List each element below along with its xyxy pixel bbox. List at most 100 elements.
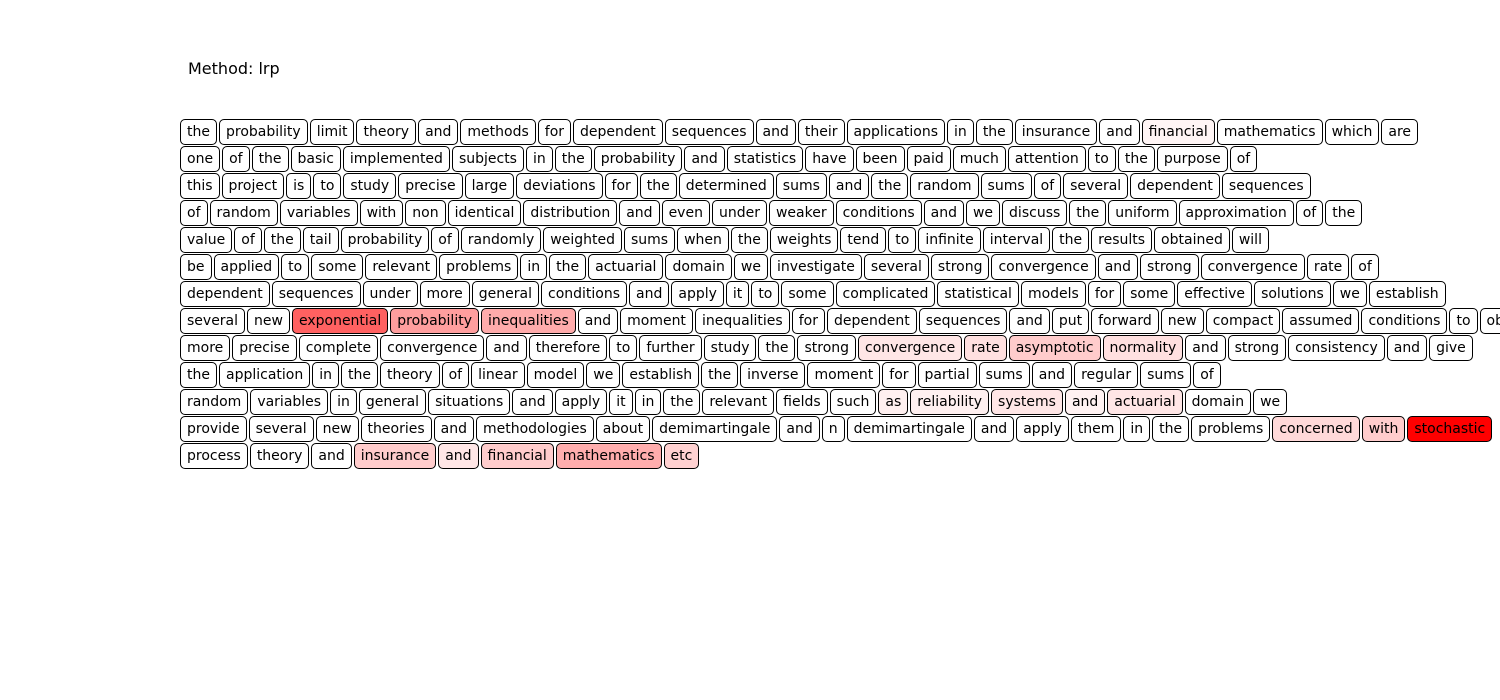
token: and	[512, 389, 552, 415]
token: and	[779, 416, 819, 442]
token: statistics	[727, 146, 803, 172]
token: convergence	[991, 254, 1095, 280]
token: the	[1152, 416, 1189, 442]
token: financial	[1142, 119, 1215, 145]
token: even	[662, 200, 710, 226]
token: moment	[807, 362, 880, 388]
token: dependent	[827, 308, 917, 334]
token: when	[677, 227, 729, 253]
token: problems	[439, 254, 518, 280]
token: financial	[481, 443, 554, 469]
token: project	[222, 173, 285, 199]
token: the	[640, 173, 677, 199]
token: precise	[398, 173, 462, 199]
token: the	[871, 173, 908, 199]
token: conditions	[1361, 308, 1447, 334]
token-row: several new exponential probability inequali…	[180, 308, 1500, 335]
token: applications	[847, 119, 946, 145]
token: solutions	[1254, 281, 1331, 307]
method-title: Method: lrp	[188, 59, 280, 78]
token: in	[1123, 416, 1150, 442]
token: new	[1161, 308, 1204, 334]
token: and	[486, 335, 526, 361]
token: and	[434, 416, 474, 442]
token: subjects	[452, 146, 524, 172]
token: sequences	[665, 119, 754, 145]
token: weaker	[769, 200, 834, 226]
token: the	[976, 119, 1013, 145]
token: to	[751, 281, 779, 307]
token: have	[805, 146, 853, 172]
token: as	[878, 389, 908, 415]
token: convergence	[380, 335, 484, 361]
token: their	[798, 119, 845, 145]
token-row: one of the basic implemented subjects in the pro…	[180, 146, 1500, 173]
token: the	[731, 227, 768, 253]
token: sums	[979, 362, 1030, 388]
token: several	[864, 254, 929, 280]
token: probability	[594, 146, 683, 172]
token: sums	[624, 227, 675, 253]
token: the	[264, 227, 301, 253]
token: of	[1230, 146, 1258, 172]
token: some	[781, 281, 833, 307]
token: apply	[671, 281, 724, 307]
token: normality	[1103, 335, 1184, 361]
token-row: provide several new theories and methodologie…	[180, 416, 1500, 443]
token: for	[605, 173, 638, 199]
token-row: dependent sequences under more general condit…	[180, 281, 1500, 308]
token: with	[1362, 416, 1406, 442]
token: obtain	[1480, 308, 1500, 334]
token: more	[420, 281, 470, 307]
token: convergence	[858, 335, 962, 361]
token: give	[1429, 335, 1473, 361]
token: rate	[964, 335, 1006, 361]
token: in	[330, 389, 357, 415]
token: probability	[219, 119, 308, 145]
token: of	[431, 227, 459, 253]
token: attention	[1008, 146, 1086, 172]
token: sequences	[1222, 173, 1311, 199]
token: and	[1387, 335, 1427, 361]
token: inverse	[740, 362, 805, 388]
token: of	[1351, 254, 1379, 280]
token: uniform	[1108, 200, 1176, 226]
token: limit	[310, 119, 355, 145]
token: and	[924, 200, 964, 226]
token: the	[1069, 200, 1106, 226]
token: situations	[428, 389, 510, 415]
token: to	[609, 335, 637, 361]
token: we	[1333, 281, 1367, 307]
token: provide	[180, 416, 247, 442]
token: etc	[664, 443, 700, 469]
token-row: of random variables with non identical distrib…	[180, 200, 1500, 227]
token: theory	[356, 119, 416, 145]
token: establish	[1369, 281, 1446, 307]
token: therefore	[529, 335, 608, 361]
token: more	[180, 335, 230, 361]
token-row: this project is to study precise large deviatio…	[180, 173, 1500, 200]
token: interval	[983, 227, 1050, 253]
token: deviations	[516, 173, 602, 199]
token: of	[1034, 173, 1062, 199]
token: apply	[1016, 416, 1069, 442]
token: to	[888, 227, 916, 253]
token: for	[882, 362, 915, 388]
token: and	[578, 308, 618, 334]
token: them	[1071, 416, 1122, 442]
token: assumed	[1282, 308, 1359, 334]
token: systems	[991, 389, 1063, 415]
token-grid: the probability limit theory and methods for de…	[180, 119, 1500, 470]
token: the	[555, 146, 592, 172]
token: to	[1449, 308, 1477, 334]
token: the	[341, 362, 378, 388]
token: the	[252, 146, 289, 172]
token: the	[1118, 146, 1155, 172]
token: strong	[1228, 335, 1287, 361]
token: strong	[931, 254, 990, 280]
token: it	[609, 389, 632, 415]
token: the	[180, 362, 217, 388]
token: complicated	[836, 281, 936, 307]
token: under	[712, 200, 767, 226]
token: are	[1381, 119, 1418, 145]
